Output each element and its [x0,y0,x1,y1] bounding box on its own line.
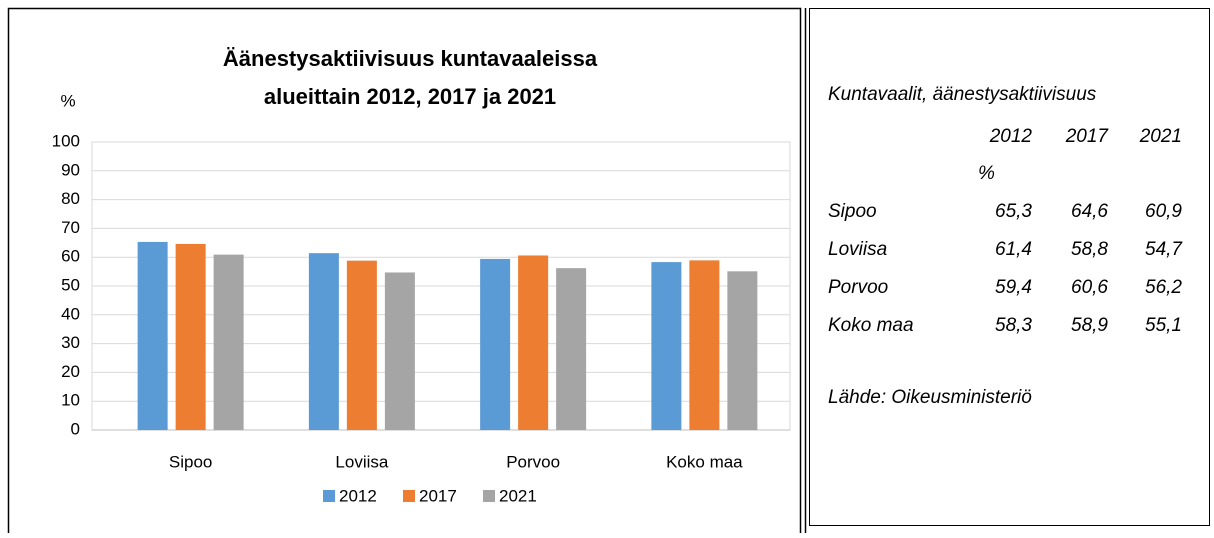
bar [727,271,758,430]
table-cell: 64,6 [1071,201,1108,222]
table-source: Lähde: Oikeusministeriö [828,387,1032,408]
chart-title: alueittain 2012, 2017 ja 2021 [264,84,556,109]
bar [137,241,168,430]
y-tick-label: 60 [61,247,80,266]
y-tick-label: 10 [61,391,80,410]
row-label: Loviisa [828,239,887,260]
bar [689,260,720,430]
table-cell: 58,3 [995,315,1032,336]
y-tick-label: 100 [52,131,80,150]
table-cell: 59,4 [995,277,1032,298]
x-tick-label: Koko maa [666,452,743,471]
table-title: Kuntavaalit, äänestysaktiivisuus [828,84,1097,105]
y-tick-label: 40 [61,304,80,323]
table-cell: 60,9 [1145,201,1182,222]
table-header: 2021 [1139,126,1182,147]
row-label: Porvoo [828,277,888,298]
bar [346,260,377,430]
table-unit: % [978,163,995,184]
bar [518,255,549,430]
table-cell: 54,7 [1145,239,1183,260]
table-cell: 55,1 [1145,315,1182,336]
legend-swatch [403,490,415,502]
x-tick-label: Porvoo [506,452,560,471]
y-tick-label: 70 [61,218,80,237]
chart-title: Äänestysaktiivisuus kuntavaaleissa [223,46,598,71]
x-tick-label: Loviisa [335,452,388,471]
legend-label: 2017 [419,486,457,505]
y-tick-label: 80 [61,189,80,208]
row-label: Sipoo [828,201,877,222]
y-tick-label: 90 [61,160,80,179]
bar [480,258,511,430]
bar [384,272,415,430]
table-frame [809,8,1210,526]
table-cell: 56,2 [1145,277,1182,298]
bar [556,268,587,430]
table-cell: 58,9 [1071,315,1108,336]
table-cell: 60,6 [1071,277,1108,298]
y-tick-label: 50 [61,275,80,294]
table-header: 2017 [1065,126,1110,147]
bar [213,254,244,430]
chart-frame [7,7,802,538]
row-label: Koko maa [828,315,914,336]
legend-label: 2021 [499,486,537,505]
y-tick-label: 30 [61,333,80,352]
table-cell: 65,3 [995,201,1032,222]
bar [651,262,682,430]
table-cell: 58,8 [1071,239,1108,260]
legend-swatch [483,490,495,502]
y-tick-label: 20 [61,362,80,381]
y-tick-label: 0 [71,419,80,438]
legend-label: 2012 [339,486,377,505]
y-axis-label: % [60,91,75,110]
bar [308,253,339,430]
table-header: 2012 [989,126,1033,147]
x-tick-label: Sipoo [169,452,212,471]
legend-swatch [323,490,335,502]
table: Kuntavaalit, äänestysaktiivisuus 2012 20… [828,84,1183,408]
bar [175,243,206,430]
table-cell: 61,4 [995,239,1032,260]
